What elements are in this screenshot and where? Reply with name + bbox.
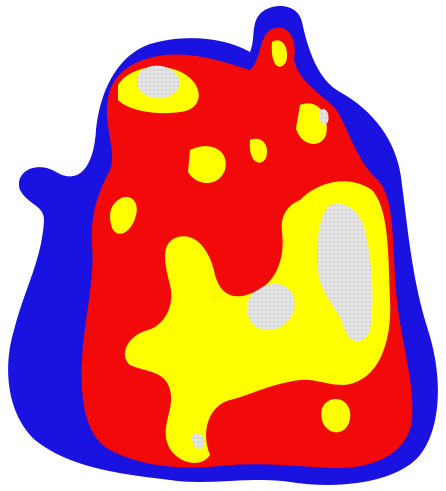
region-map xyxy=(0,0,446,491)
page xyxy=(0,0,446,491)
